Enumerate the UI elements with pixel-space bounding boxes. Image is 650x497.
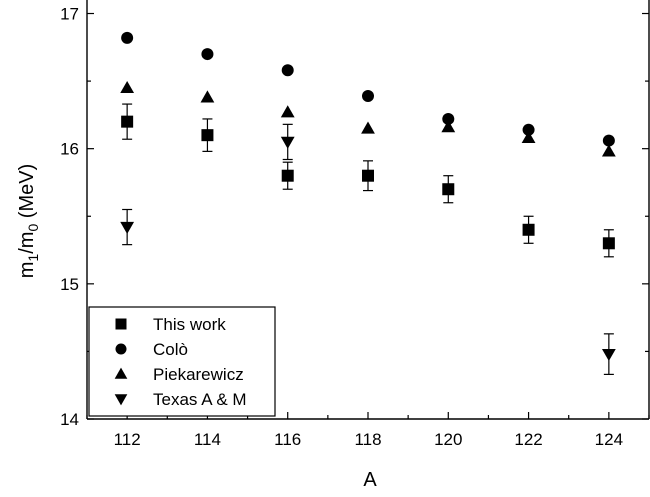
point-col <box>442 112 455 125</box>
point-this-work <box>281 169 294 182</box>
y-tick-label: 14 <box>60 410 79 429</box>
y-axis-title-mid: /m <box>16 232 38 254</box>
point-col <box>121 31 134 44</box>
y-axis-title-unit: (MeV) <box>16 164 38 224</box>
point-col <box>602 134 615 147</box>
point-this-work <box>201 129 214 142</box>
x-tick-label: 120 <box>434 430 462 449</box>
x-tick-label: 122 <box>514 430 542 449</box>
point-this-work <box>522 223 535 236</box>
point-piekarewicz <box>280 105 295 118</box>
point-this-work <box>442 183 455 196</box>
axis-ticks <box>86 12 650 420</box>
point-piekarewicz <box>521 130 536 144</box>
y-tick-label: 17 <box>60 5 79 24</box>
legend: This work Colò Piekarewicz Texas A & M <box>88 306 276 417</box>
y-tick-label: 16 <box>60 140 79 159</box>
point-piekarewicz <box>441 120 456 133</box>
legend-marker <box>115 343 127 355</box>
point-piekarewicz <box>361 121 375 134</box>
y-tick-label: 15 <box>60 275 79 294</box>
x-tick-label: 124 <box>595 430 623 449</box>
legend-label: This work <box>153 315 226 334</box>
x-tick-label: 116 <box>274 430 301 449</box>
x-tick-label: 112 <box>114 430 141 449</box>
point-texas-a-m <box>280 136 295 149</box>
y-axis-title-sub1: 1 <box>25 254 41 262</box>
point-this-work <box>121 115 134 128</box>
legend-label: Colò <box>153 340 188 359</box>
point-piekarewicz <box>120 80 135 94</box>
point-texas-a-m <box>601 348 616 362</box>
y-axis-title: m1/m0 (MeV) <box>16 164 41 278</box>
legend-marker <box>114 394 128 406</box>
point-piekarewicz <box>601 144 616 157</box>
point-col <box>522 123 535 136</box>
x-tick-label: 114 <box>194 430 221 449</box>
legend-label: Piekarewicz <box>153 365 244 384</box>
point-texas-a-m <box>120 221 135 234</box>
point-this-work <box>602 237 615 250</box>
data-points <box>120 31 616 375</box>
y-axis-title-sub0: 0 <box>25 224 41 232</box>
point-col <box>281 64 294 77</box>
point-col <box>201 48 214 61</box>
legend-marker <box>114 367 128 379</box>
point-col <box>362 89 374 102</box>
point-this-work <box>362 169 374 182</box>
x-tick-label: 118 <box>354 430 381 449</box>
tick-labels: 112 114 116 118 120 122 124 14 15 16 17 <box>60 5 623 449</box>
y-axis-title-main: m <box>16 262 38 279</box>
point-piekarewicz <box>200 90 215 103</box>
legend-label: Texas A & M <box>153 390 247 409</box>
x-axis-title: A <box>363 469 377 491</box>
legend-marker <box>115 318 127 330</box>
